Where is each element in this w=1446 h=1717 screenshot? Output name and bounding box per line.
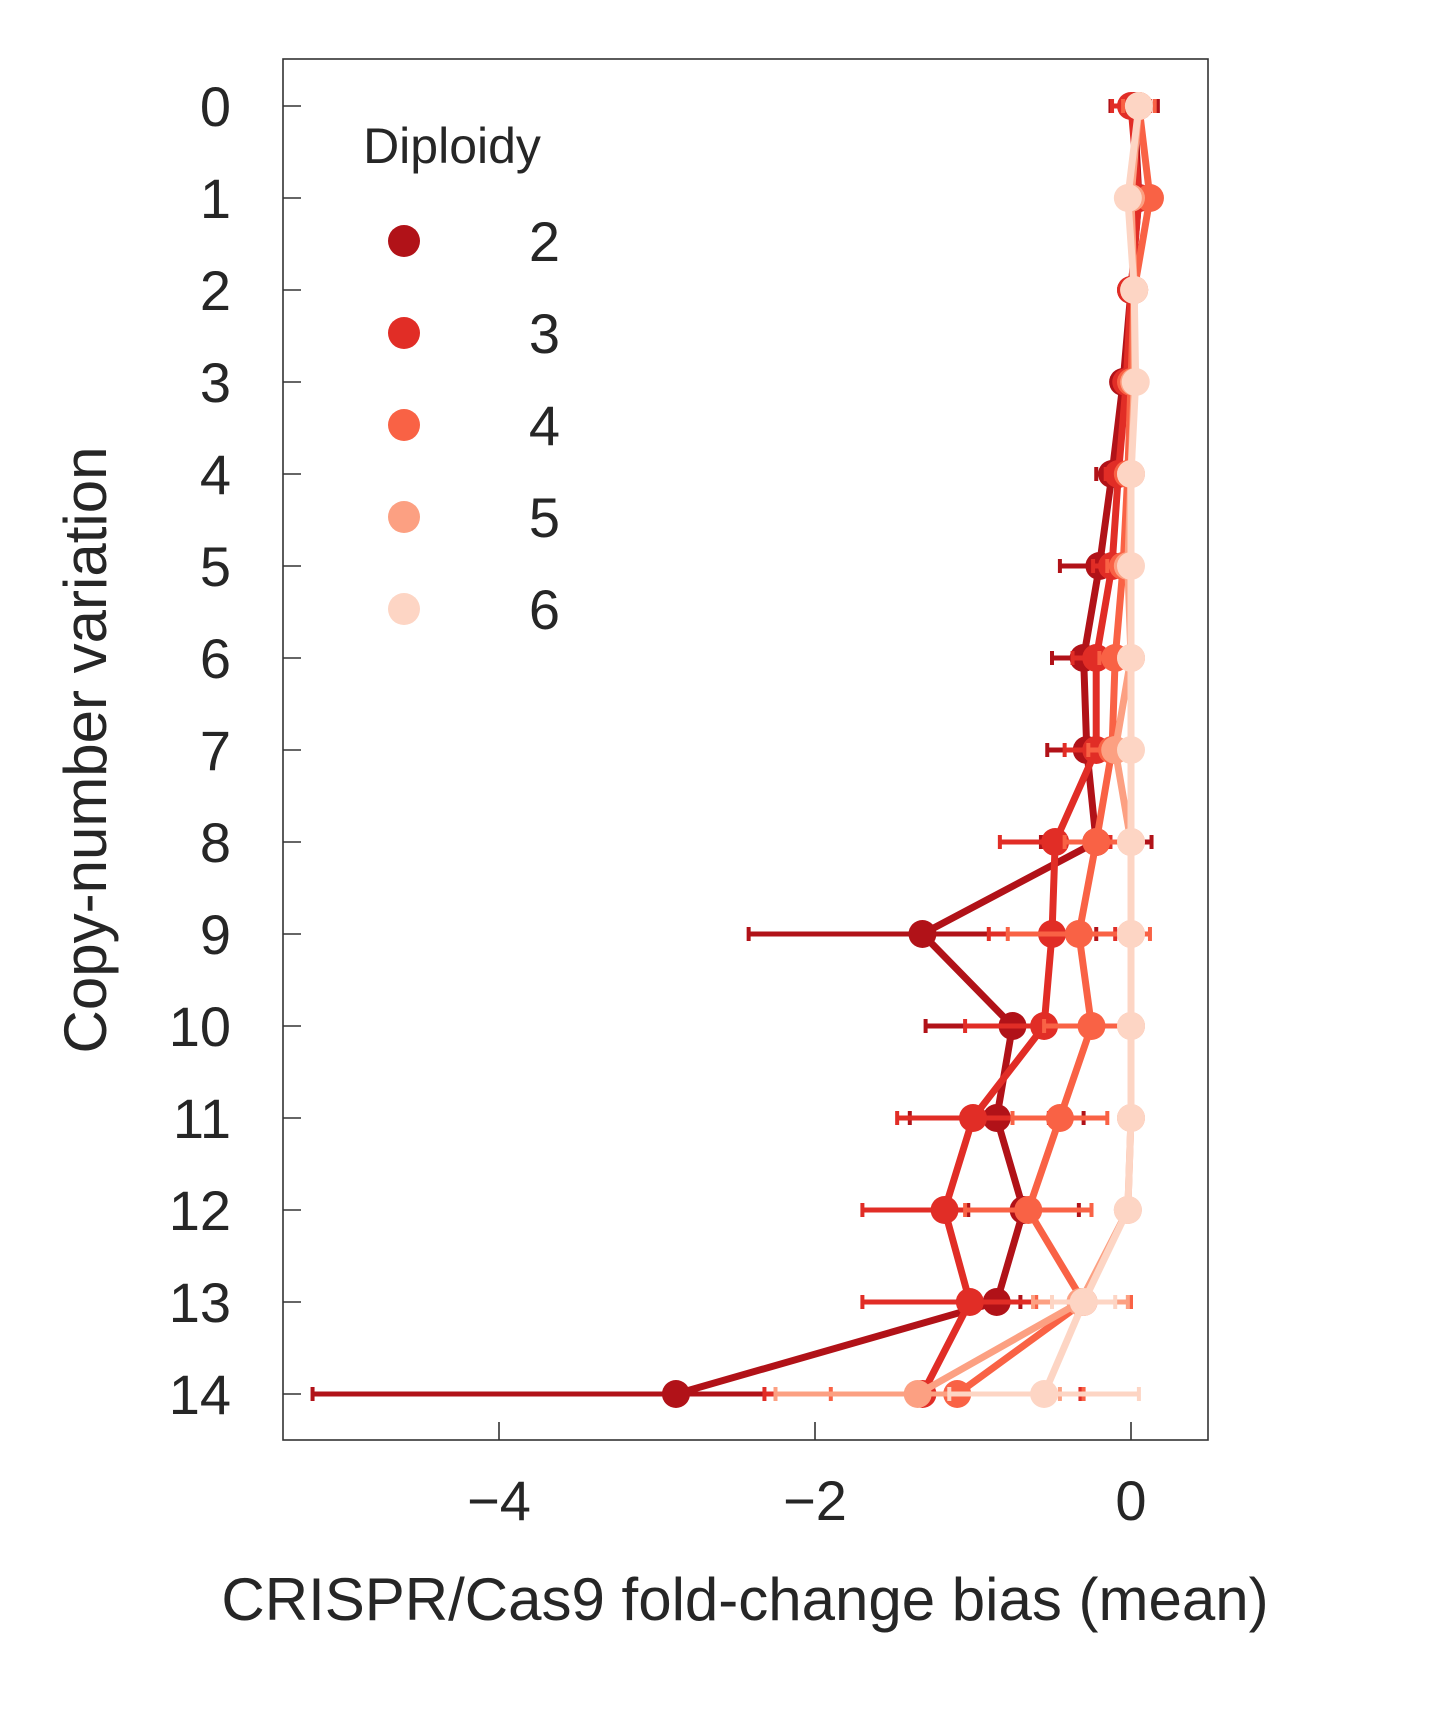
data-point <box>1045 1104 1074 1132</box>
legend-marker <box>388 501 420 533</box>
legend-marker <box>388 317 420 349</box>
data-point <box>1117 644 1145 672</box>
x-axis: −4 −2 0 <box>467 1422 1147 1532</box>
data-point <box>1117 828 1145 856</box>
y-tick-label: 3 <box>200 351 231 414</box>
data-point <box>1113 1196 1142 1224</box>
data-point <box>959 1104 987 1132</box>
data-point <box>1120 276 1149 304</box>
legend-marker <box>388 225 420 257</box>
data-point <box>908 920 937 948</box>
y-tick-label: 12 <box>169 1179 231 1242</box>
legend-marker <box>388 409 420 441</box>
data-point <box>1082 828 1111 856</box>
data-point <box>1030 1380 1059 1408</box>
data-point <box>955 1288 984 1316</box>
y-tick-label: 0 <box>200 75 231 138</box>
legend-label: 5 <box>529 486 560 549</box>
y-tick-label: 8 <box>200 811 231 874</box>
x-tick-label: 0 <box>1115 1469 1146 1532</box>
legend-label: 6 <box>529 578 560 641</box>
y-tick-label: 9 <box>200 903 231 966</box>
data-point <box>1117 920 1145 948</box>
y-tick-label: 6 <box>200 627 231 690</box>
y-tick-label: 11 <box>173 1087 231 1150</box>
legend-label: 2 <box>529 210 560 273</box>
y-tick-label: 1 <box>200 167 231 230</box>
data-point <box>1117 1012 1145 1040</box>
y-tick-label: 13 <box>169 1271 231 1334</box>
data-point <box>1124 92 1153 120</box>
x-axis-label: CRISPR/Cas9 fold-change bias (mean) <box>221 1566 1268 1633</box>
y-tick-label: 5 <box>200 535 231 598</box>
x-tick-label: −2 <box>783 1469 847 1532</box>
y-tick-label: 4 <box>200 443 231 506</box>
legend-label: 4 <box>529 394 560 457</box>
y-tick-label: 10 <box>169 995 231 1058</box>
data-point <box>1113 184 1142 212</box>
y-axis-label: Copy-number variation <box>52 447 119 1054</box>
y-tick-label: 7 <box>200 719 231 782</box>
data-point <box>1117 1104 1145 1132</box>
y-tick-label: 2 <box>200 259 231 322</box>
data-point <box>1041 828 1070 856</box>
y-tick-label: 14 <box>169 1363 231 1426</box>
legend-label: 3 <box>529 302 560 365</box>
data-point <box>1014 1196 1043 1224</box>
data-point <box>930 1196 959 1224</box>
series-layer <box>310 92 1164 1408</box>
series-6 <box>947 92 1153 1408</box>
x-tick-label: −4 <box>467 1469 531 1532</box>
legend: Diploidy 2 3 4 5 6 <box>363 118 560 641</box>
data-point <box>1117 736 1145 764</box>
data-point <box>1121 368 1150 396</box>
data-point <box>661 1380 690 1408</box>
data-point <box>1077 1012 1106 1040</box>
data-point <box>1069 1288 1098 1316</box>
data-point <box>1117 552 1145 580</box>
data-point <box>1064 920 1093 948</box>
data-point <box>1117 460 1145 488</box>
data-point <box>903 1380 932 1408</box>
legend-title: Diploidy <box>363 118 541 174</box>
legend-marker <box>388 593 420 625</box>
